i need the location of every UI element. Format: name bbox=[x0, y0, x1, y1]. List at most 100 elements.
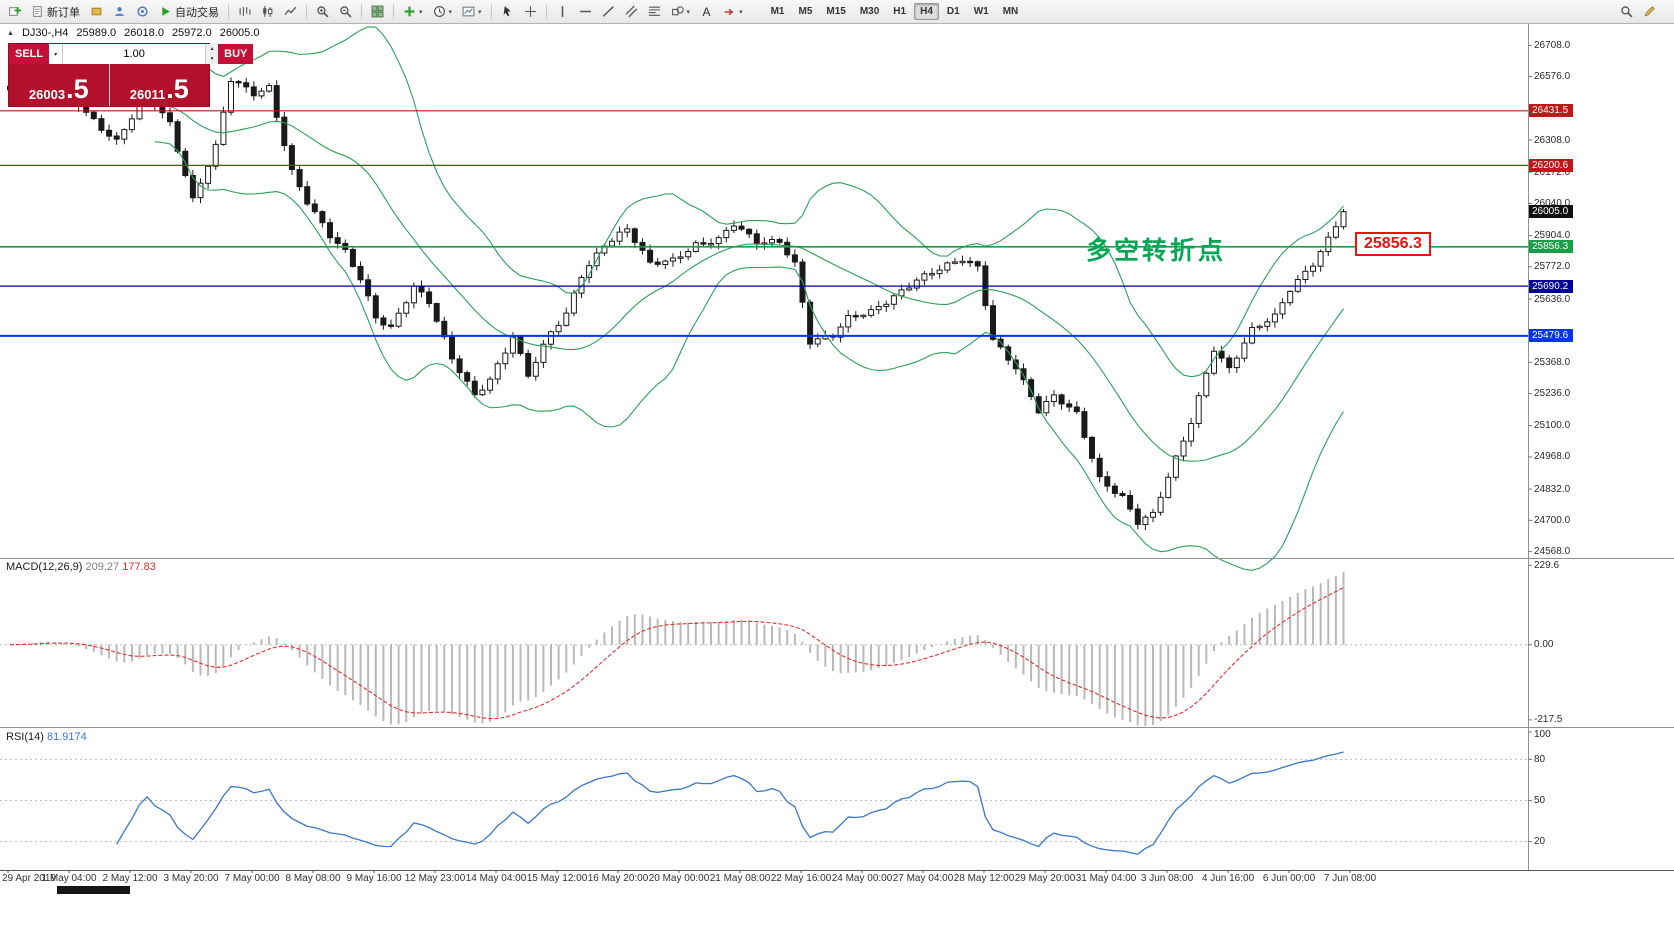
rsi-name: RSI(14) bbox=[6, 731, 44, 743]
quote-line: ▲ DJ30-,H4 25989.0 26018.0 25972.0 26005… bbox=[7, 27, 259, 39]
trendline-button[interactable] bbox=[598, 2, 619, 22]
dropdown-caret-icon: ▾ bbox=[448, 8, 453, 16]
accounts-icon bbox=[113, 5, 126, 18]
edit-icon bbox=[1643, 5, 1656, 18]
toolbar-left-group: 新订单 自动交易 ▾ ▾ ▾ ▾ A ▾ bbox=[3, 2, 748, 22]
arrow-objects-icon bbox=[723, 5, 736, 18]
new-order-label: 新订单 bbox=[47, 6, 80, 19]
sell-price-main: 26003 bbox=[28, 87, 66, 102]
cursor-button[interactable] bbox=[497, 2, 518, 22]
volume-spinner: ▲ ▼ bbox=[205, 44, 219, 64]
zoom-in-button[interactable] bbox=[312, 2, 333, 22]
accounts-button[interactable] bbox=[109, 2, 130, 22]
periods-button[interactable]: ▾ bbox=[429, 2, 457, 22]
macd-indicator-label: MACD(12,26,9) 209.27 177.83 bbox=[6, 561, 156, 573]
quote-open: 25989.0 bbox=[76, 27, 117, 39]
tile-windows-button[interactable] bbox=[367, 2, 388, 22]
volume-box: ▾ ▲▼ bbox=[49, 44, 219, 64]
bollinger-upper-band bbox=[154, 26, 1344, 378]
toolbar: 新订单 自动交易 ▾ ▾ ▾ ▾ A ▾ M1 M5 M15 M30 H1 H4 D1 W1 MN bbox=[0, 0, 1674, 24]
edit-button[interactable] bbox=[1639, 2, 1660, 22]
toolbar-separator bbox=[361, 4, 362, 19]
toolbar-separator bbox=[393, 4, 394, 19]
bar-chart-icon bbox=[238, 5, 251, 18]
zoom-out-button[interactable] bbox=[335, 2, 356, 22]
crosshair-icon bbox=[524, 5, 537, 18]
timeframe-m30-button[interactable]: M30 bbox=[854, 3, 885, 20]
crosshair-button[interactable] bbox=[520, 2, 541, 22]
bollinger-middle-band bbox=[154, 102, 1344, 462]
shapes-button[interactable]: ▾ bbox=[667, 2, 695, 22]
quote-close: 26005.0 bbox=[219, 27, 260, 39]
line-chart-button[interactable] bbox=[280, 2, 301, 22]
dropdown-caret-icon: ▾ bbox=[686, 8, 691, 16]
buy-price[interactable]: 26011.5 bbox=[110, 64, 210, 106]
autotrading-icon bbox=[159, 5, 172, 18]
indicators-icon bbox=[403, 5, 416, 18]
equidistant-channel-icon bbox=[625, 5, 638, 18]
candlestick-chart-icon bbox=[261, 5, 274, 18]
candles-layer bbox=[7, 71, 1347, 531]
line-chart-icon bbox=[284, 5, 297, 18]
fibonacci-retracement-icon bbox=[648, 5, 661, 18]
volume-decrease-icon[interactable]: ▼ bbox=[206, 54, 219, 64]
timeframe-toolbar: M1 M5 M15 M30 H1 H4 D1 W1 MN bbox=[764, 3, 1026, 20]
toolbar-right-group bbox=[1615, 2, 1661, 22]
tile-windows-icon bbox=[371, 5, 384, 18]
new-chart-icon bbox=[8, 5, 21, 18]
volume-dropdown-icon[interactable]: ▾ bbox=[49, 44, 64, 64]
timeframe-m5-button[interactable]: M5 bbox=[792, 3, 818, 20]
macd-main-value: 209.27 bbox=[85, 561, 120, 573]
timeframe-w1-button[interactable]: W1 bbox=[968, 3, 995, 20]
dropdown-caret-icon: ▾ bbox=[419, 8, 423, 16]
candlestick-chart-button[interactable] bbox=[257, 2, 278, 22]
volume-input[interactable] bbox=[63, 44, 206, 64]
new-order-button[interactable]: 新订单 bbox=[27, 2, 84, 22]
one-click-trading-panel: SELL ▾ ▲▼ BUY 26003.5 26011.5 bbox=[8, 43, 254, 107]
autotrading-button[interactable]: 自动交易 bbox=[155, 2, 223, 22]
equidistant-channel-button[interactable] bbox=[621, 2, 642, 22]
timeframe-h1-button[interactable]: H1 bbox=[887, 3, 912, 20]
bar-chart-button[interactable] bbox=[234, 2, 255, 22]
timeframe-h4-button[interactable]: H4 bbox=[914, 3, 939, 20]
volume-increase-icon[interactable]: ▲ bbox=[206, 44, 219, 54]
arrow-objects-button[interactable]: ▾ bbox=[719, 2, 747, 22]
buy-price-main: 26011 bbox=[129, 87, 166, 102]
buy-button[interactable]: BUY bbox=[218, 44, 254, 64]
search-button[interactable] bbox=[1616, 2, 1637, 22]
timeframe-m1-button[interactable]: M1 bbox=[765, 3, 791, 20]
rsi-line bbox=[116, 751, 1344, 855]
sell-price[interactable]: 26003.5 bbox=[9, 64, 110, 106]
autotrading-label: 自动交易 bbox=[175, 6, 219, 19]
community-icon bbox=[136, 5, 149, 18]
toolbar-separator bbox=[228, 4, 229, 19]
quote-low: 25972.0 bbox=[171, 27, 212, 39]
zoom-in-icon bbox=[316, 5, 329, 18]
text-label-button[interactable]: A bbox=[696, 2, 717, 22]
dropdown-caret-icon: ▾ bbox=[739, 8, 743, 16]
turning-point-annotation[interactable]: 多空转折点 bbox=[1086, 237, 1227, 265]
price-callout-label[interactable]: 25856.3 bbox=[1355, 232, 1431, 256]
quote-high: 26018.0 bbox=[124, 27, 164, 39]
sell-button[interactable]: SELL bbox=[9, 44, 50, 64]
zoom-out-icon bbox=[339, 5, 352, 18]
trendline-icon bbox=[602, 5, 615, 18]
bollinger-lower-band bbox=[154, 141, 1344, 571]
community-button[interactable] bbox=[132, 2, 153, 22]
horizontal-scrollbar-thumb[interactable] bbox=[57, 886, 130, 894]
horizontal-line-button[interactable] bbox=[575, 2, 596, 22]
favorites-button[interactable] bbox=[86, 2, 107, 22]
new-chart-button[interactable] bbox=[4, 2, 25, 22]
cursor-icon bbox=[501, 5, 514, 18]
sell-price-frac: .5 bbox=[66, 74, 89, 105]
text-label-icon: A bbox=[700, 5, 713, 18]
vertical-line-button[interactable] bbox=[552, 2, 573, 22]
templates-button[interactable]: ▾ bbox=[458, 2, 486, 22]
fibonacci-retracement-button[interactable] bbox=[644, 2, 665, 22]
timeframe-m15-button[interactable]: M15 bbox=[820, 3, 851, 20]
timeframe-d1-button[interactable]: D1 bbox=[941, 3, 966, 20]
collapse-subwindow-icon[interactable]: ▲ bbox=[7, 29, 14, 37]
indicators-button[interactable]: ▾ bbox=[399, 2, 427, 22]
timeframe-mn-button[interactable]: MN bbox=[997, 3, 1025, 20]
